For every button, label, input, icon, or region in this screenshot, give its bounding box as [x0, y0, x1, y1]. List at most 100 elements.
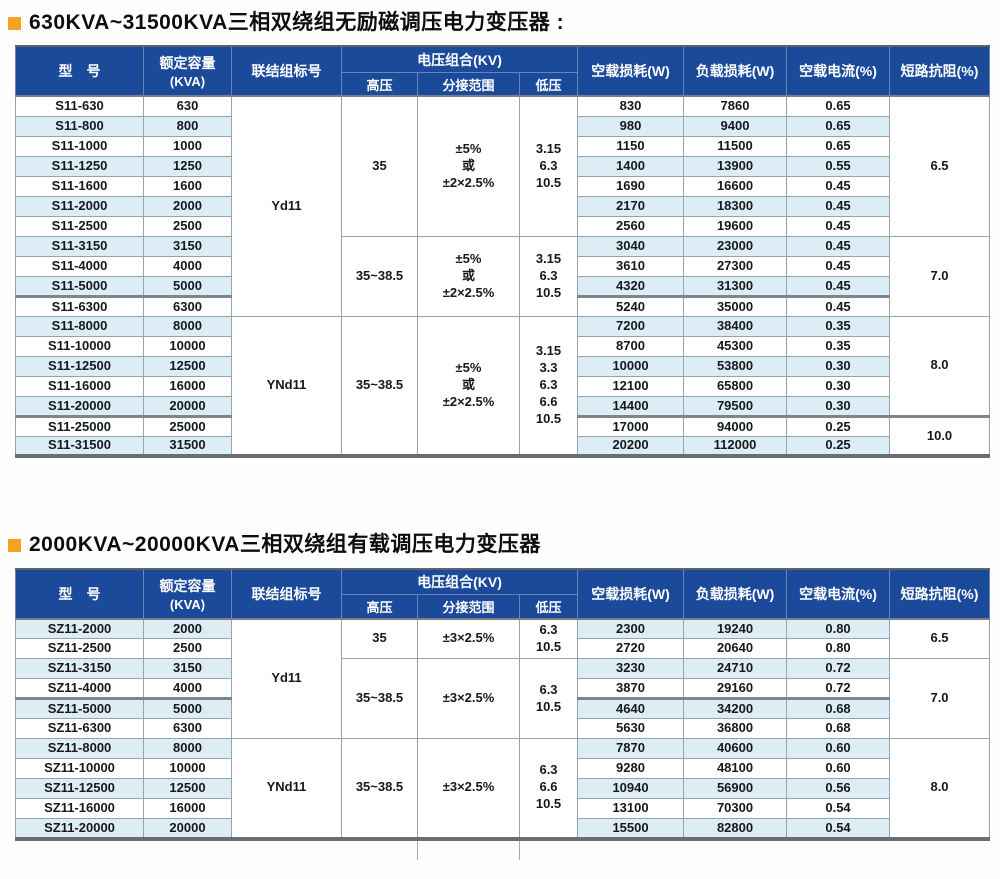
- header-voltage-combo: 电压组合(KV): [340, 568, 579, 595]
- noload-current-cell: 0.80: [786, 638, 891, 659]
- noload-loss-cell: 830: [577, 95, 685, 117]
- noload-current-cell: 0.30: [786, 395, 891, 417]
- capacity-cell: 12500: [143, 778, 232, 799]
- load-loss-cell: 35000: [683, 294, 788, 317]
- lv-cell: 6.3 10.5: [518, 618, 579, 659]
- model-cell: S11-2000: [15, 195, 144, 217]
- model-cell: S11-1600: [15, 175, 144, 197]
- model-cell: SZ11-20000: [15, 818, 144, 839]
- noload-loss-cell: 2560: [577, 215, 685, 237]
- table-row: S11-6300 6300 5240 35000 0.45: [15, 294, 990, 317]
- model-cell: S11-6300: [15, 294, 144, 317]
- noload-current-cell: 0.45: [786, 235, 891, 257]
- table-row: SZ11-6300 6300 5630 36800 0.68: [15, 718, 990, 739]
- noload-loss-cell: 4640: [577, 697, 685, 719]
- table-2-header: 型 号 额定容量 (KVA) 联结组标号 电压组合(KV) 空载损耗(W) 负载损…: [15, 568, 991, 619]
- noload-current-cell: 0.56: [786, 778, 891, 799]
- noload-loss-cell: 2720: [577, 638, 685, 659]
- table-row: S11-1600 1600 1690 16600 0.45: [15, 175, 990, 197]
- table-row: S11-10000 10000 8700 45300 0.35: [15, 335, 990, 357]
- load-loss-cell: 36800: [683, 718, 788, 739]
- table-row: S11-4000 4000 3610 27300 0.45: [15, 255, 990, 277]
- header-hv: 高压: [341, 71, 418, 97]
- noload-loss-cell: 8700: [577, 335, 685, 357]
- table-row: S11-20000 20000 14400 79500 0.30: [15, 395, 990, 417]
- connection-cell: Yd11: [231, 618, 342, 739]
- impedance-cell: 7.0: [889, 658, 991, 739]
- load-loss-cell: 45300: [683, 335, 788, 357]
- capacity-cell: 31500: [143, 435, 232, 457]
- capacity-cell: 25000: [143, 414, 232, 437]
- header-row-sub: 高压 分接范围 低压: [16, 594, 990, 619]
- capacity-cell: 2500: [143, 638, 232, 659]
- lv-cell: 6.3 10.5: [518, 658, 579, 739]
- noload-current-cell: 0.72: [786, 658, 891, 679]
- table-row: S11-25000 25000 17000 94000 0.25 10.0: [15, 414, 991, 457]
- noload-current-cell: 0.60: [786, 738, 891, 759]
- table-row: S11-3150 3150 35~38.5 ±5% 或 ±2×2.5% 3.15 6.3 10.…: [15, 235, 991, 317]
- table-row: SZ11-3150 3150 35~38.5 ±3×2.5% 6.3 10.5 3230 24…: [15, 658, 991, 739]
- section-2-title-row: 2000KVA~20000KVA三相双绕组有载调压电力变压器: [8, 532, 1000, 558]
- table-row: S11-16000 16000 12100 65800 0.30: [15, 375, 990, 397]
- noload-loss-cell: 14400: [577, 395, 685, 417]
- table-row: S11-630 630 Yd11 35 ±5% 或 ±2×2.5% 3.15 6.3 10.5 83…: [15, 95, 991, 317]
- load-loss-cell: 23000: [683, 235, 788, 257]
- model-cell: S11-31500: [15, 435, 144, 457]
- table-row: SZ11-2000 2000 Yd11 35 ±3×2.5% 6.3 10.5 2300 192…: [15, 618, 991, 739]
- model-cell: S11-10000: [15, 335, 144, 357]
- noload-loss-cell: 3610: [577, 255, 685, 277]
- tap-cell: ±5% 或 ±2×2.5%: [417, 95, 520, 237]
- noload-loss-cell: 3230: [577, 658, 685, 679]
- header-voltage-combo: 电压组合(KV): [340, 45, 579, 73]
- hv-cell: 35~38.5: [341, 738, 418, 839]
- impedance-cell: 6.5: [889, 95, 991, 237]
- model-cell: S11-8000: [15, 315, 144, 337]
- section-1-title-row: 630KVA~31500KVA三相双绕组无励磁调压电力变压器 :: [8, 10, 1000, 36]
- capacity-cell: 4000: [143, 678, 232, 699]
- table-1-header: 型 号 额定容量 (KVA) 联结组标号 电压组合(KV) 空载损耗(W) 负载损…: [15, 45, 991, 97]
- load-loss-cell: 38400: [683, 315, 788, 337]
- load-loss-cell: 53800: [683, 355, 788, 377]
- header-load-loss: 负载损耗(W): [683, 568, 788, 619]
- header-noload-loss: 空载损耗(W): [577, 568, 685, 619]
- noload-loss-cell: 7200: [577, 315, 685, 337]
- load-loss-cell: 48100: [683, 758, 788, 779]
- load-loss-cell: 112000: [683, 435, 788, 457]
- header-capacity-line2: (KVA): [169, 596, 206, 612]
- model-cell: S11-16000: [15, 375, 144, 397]
- table-row: SZ11-20000 20000 15500 82800 0.54: [15, 818, 990, 839]
- capacity-cell: 2500: [143, 215, 232, 237]
- capacity-cell: 10000: [143, 758, 232, 779]
- model-cell: SZ11-5000: [15, 697, 144, 719]
- capacity-cell: 2000: [143, 618, 232, 639]
- load-loss-cell: 13900: [683, 155, 788, 177]
- section-2-title: 2000KVA~20000KVA三相双绕组有载调压电力变压器: [29, 533, 541, 557]
- noload-loss-cell: 7870: [577, 738, 685, 759]
- load-loss-cell: 24710: [683, 658, 788, 679]
- model-cell: S11-12500: [15, 355, 144, 377]
- header-tap-range: 分接范围: [417, 594, 520, 619]
- header-connection: 联结组标号: [231, 45, 342, 97]
- header-lv: 低压: [518, 594, 579, 619]
- load-loss-cell: 9400: [683, 115, 788, 137]
- table-row: S11-1000 1000 1150 11500 0.65: [15, 135, 990, 157]
- header-model: 型 号: [15, 568, 144, 619]
- header-row-top: 型 号 额定容量 (KVA) 联结组标号 电压组合(KV) 空载损耗(W) 负载损…: [15, 568, 991, 619]
- hv-cell: 35~38.5: [341, 235, 418, 317]
- noload-current-cell: 0.65: [786, 115, 891, 137]
- capacity-cell: 16000: [143, 375, 232, 397]
- model-cell: SZ11-12500: [15, 778, 144, 799]
- model-cell: SZ11-10000: [15, 758, 144, 779]
- load-loss-cell: 16600: [683, 175, 788, 197]
- header-noload-current: 空载电流(%): [786, 568, 891, 619]
- noload-loss-cell: 1400: [577, 155, 685, 177]
- noload-current-cell: 0.68: [786, 718, 891, 739]
- load-loss-cell: 82800: [683, 818, 788, 839]
- noload-loss-cell: 13100: [577, 798, 685, 819]
- orange-square-bullet-icon: [8, 539, 21, 553]
- model-cell: SZ11-2000: [15, 618, 144, 639]
- capacity-cell: 4000: [143, 255, 232, 277]
- load-loss-cell: 20640: [683, 638, 788, 659]
- lv-cell: 3.15 6.3 10.5: [518, 235, 579, 317]
